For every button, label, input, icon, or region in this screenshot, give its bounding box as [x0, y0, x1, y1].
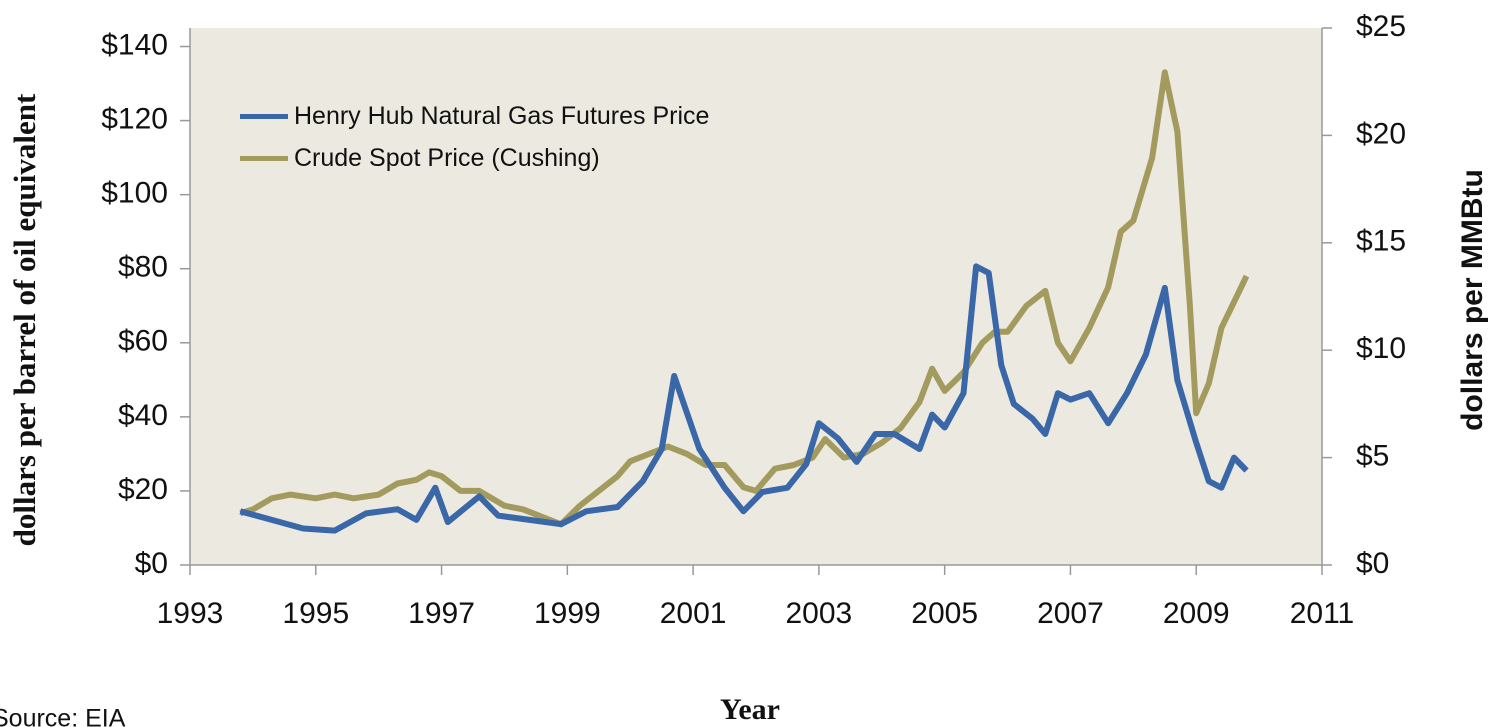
- legend-item: Henry Hub Natural Gas Futures Price: [240, 100, 744, 132]
- x-tick-label: 1995: [282, 597, 349, 630]
- y-tick-label: $40: [118, 399, 168, 432]
- x-tick-label: 2009: [1163, 597, 1230, 630]
- legend-label: Henry Hub Natural Gas Futures Price: [294, 102, 710, 130]
- x-tick-label: 2005: [911, 597, 978, 630]
- x-tick-label: 1993: [157, 597, 224, 630]
- x-axis-title: Year: [720, 693, 780, 726]
- y-tick-label: $60: [118, 325, 168, 358]
- y2-tick-label: $0: [1356, 547, 1389, 580]
- x-tick-label: 2001: [660, 597, 727, 630]
- legend: Henry Hub Natural Gas Futures Price Crude…: [240, 100, 744, 184]
- x-tick-label: 2007: [1037, 597, 1104, 630]
- y2-tick-label: $5: [1356, 440, 1389, 473]
- legend-swatch: [240, 114, 288, 119]
- source-note: Source: EIA: [0, 705, 126, 727]
- x-tick-label: 1999: [534, 597, 601, 630]
- series-line: [239, 69, 1250, 528]
- y-axis-title: dollars per barrel of oil equivalent: [7, 93, 42, 546]
- y2-tick-label: $10: [1356, 332, 1406, 365]
- y-tick-label: $100: [101, 177, 168, 210]
- y2-tick-label: $20: [1356, 117, 1406, 150]
- series-line: [239, 263, 1249, 534]
- y-tick-label: $140: [101, 28, 168, 61]
- y2-axis-title: dollars per MMBtu: [1456, 169, 1489, 431]
- y-tick-label: $80: [118, 251, 168, 284]
- legend-item: Crude Spot Price (Cushing): [240, 142, 744, 174]
- y-tick-label: $120: [101, 103, 168, 136]
- y2-tick-label: $25: [1356, 10, 1406, 43]
- legend-swatch: [240, 156, 288, 161]
- legend-label: Crude Spot Price (Cushing): [294, 144, 600, 172]
- y-tick-label: $20: [118, 473, 168, 506]
- x-tick-label: 2011: [1290, 597, 1355, 630]
- y2-tick-label: $15: [1356, 225, 1406, 258]
- x-tick-label: 2003: [786, 597, 853, 630]
- x-tick-label: 1997: [408, 597, 475, 630]
- plot-area: [190, 28, 1322, 565]
- y-tick-label: $0: [135, 547, 168, 580]
